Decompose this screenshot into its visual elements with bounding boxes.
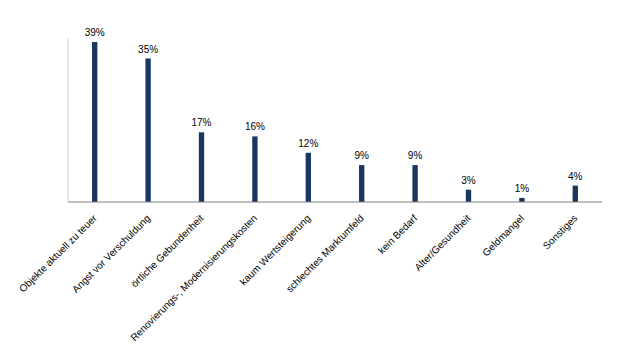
- svg-text:16%: 16%: [245, 121, 265, 132]
- svg-text:9%: 9%: [354, 150, 369, 161]
- svg-text:Angst vor Verschuldung: Angst vor Verschuldung: [69, 212, 153, 295]
- svg-text:4%: 4%: [568, 171, 583, 182]
- svg-text:12%: 12%: [298, 138, 318, 149]
- svg-text:39%: 39%: [85, 27, 105, 38]
- svg-text:Sonstiges: Sonstiges: [541, 212, 580, 251]
- svg-text:1%: 1%: [515, 183, 530, 194]
- svg-text:17%: 17%: [191, 117, 211, 128]
- svg-text:schlechtes Marktumfeld: schlechtes Marktumfeld: [284, 212, 366, 294]
- svg-text:kaum Wertsteigerung: kaum Wertsteigerung: [237, 212, 313, 288]
- svg-text:Objekte aktuell zu teuer: Objekte aktuell zu teuer: [16, 212, 99, 295]
- svg-text:Alter/Gesundheit: Alter/Gesundheit: [412, 212, 473, 273]
- svg-text:9%: 9%: [408, 150, 423, 161]
- svg-text:kein Bedarf: kein Bedarf: [376, 212, 420, 256]
- svg-text:Geldmangel: Geldmangel: [480, 212, 526, 258]
- svg-text:3%: 3%: [461, 175, 476, 186]
- svg-text:örtliche Gebundenheit: örtliche Gebundenheit: [128, 212, 206, 290]
- svg-text:35%: 35%: [138, 44, 158, 55]
